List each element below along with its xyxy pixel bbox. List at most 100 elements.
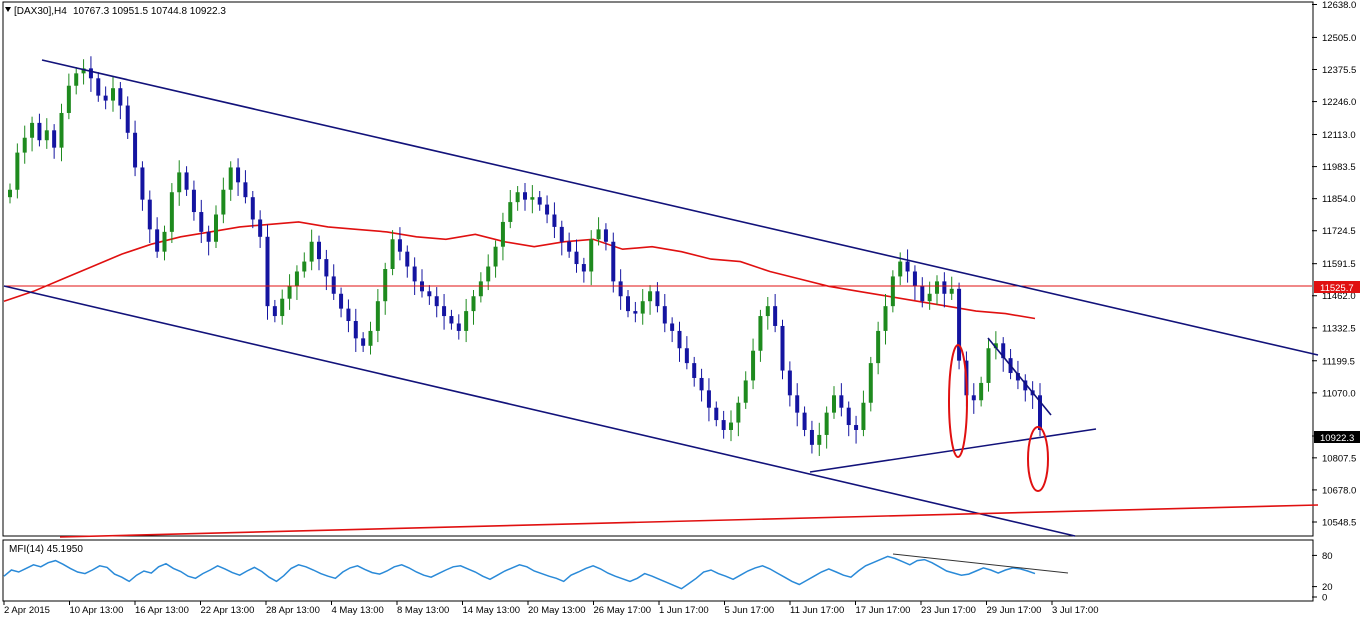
y-tick-label: 12638.0 (1322, 0, 1356, 11)
candle-body (662, 306, 667, 324)
x-tick-label: 14 May 13:00 (463, 605, 521, 616)
candle-body (133, 132, 138, 168)
x-tick-label: 8 May 13:00 (397, 605, 449, 616)
candle-body (868, 363, 873, 403)
candle-body (74, 73, 79, 86)
candle-body (640, 301, 645, 314)
candle-body (883, 306, 888, 331)
y-tick-label: 11462.0 (1322, 291, 1356, 302)
candle-body (523, 192, 527, 200)
mfi-line (3, 555, 1036, 590)
candle-body (1015, 373, 1020, 381)
candle-body (265, 236, 270, 307)
candle-body (971, 395, 976, 401)
candle-body (361, 338, 366, 346)
x-tick-label: 5 Jun 17:00 (725, 605, 775, 616)
candle-body (405, 251, 410, 267)
candle-body (471, 296, 476, 312)
x-tick-label: 22 Apr 13:00 (201, 605, 255, 616)
lower-channel-line (3, 285, 1076, 537)
candle-body (456, 323, 461, 331)
candle-body (839, 395, 844, 408)
candle-body (1001, 343, 1006, 359)
candle-body (736, 402, 741, 423)
candle-body (30, 122, 35, 138)
candle-body (846, 407, 851, 426)
chart-menu-triangle-icon[interactable] (5, 7, 11, 12)
candle-body (721, 420, 726, 430)
candle-body (552, 214, 557, 227)
candle-body (809, 429, 814, 445)
x-tick-label: 11 Jun 17:00 (790, 605, 844, 616)
candle-body (692, 363, 697, 378)
candle-body (44, 130, 49, 141)
candle-body (633, 311, 638, 314)
indicator-label: MFI(14) 45.1950 (9, 544, 83, 555)
candle-body (214, 214, 218, 242)
y-tick-label: 11332.5 (1322, 323, 1356, 334)
candle-body (236, 167, 241, 183)
candle-body (258, 219, 263, 237)
candle-body (169, 192, 174, 232)
candle-body (787, 370, 792, 396)
level-price-tag (1314, 281, 1360, 293)
candle-body (66, 85, 71, 113)
candle-body (743, 380, 748, 403)
candle-body (802, 412, 807, 430)
current-price-tag (1314, 431, 1360, 443)
candle-body (751, 350, 756, 381)
x-tick-label: 20 May 13:00 (528, 605, 586, 616)
candle-body (375, 301, 380, 331)
candle-body (383, 269, 388, 302)
candle-body (339, 293, 344, 309)
y-tick-label: 11591.5 (1322, 259, 1356, 270)
y-tick-label: 10807.5 (1322, 453, 1356, 464)
candle-body (449, 316, 454, 324)
y-tick-label: 12375.5 (1322, 65, 1356, 76)
candle-body (442, 306, 447, 317)
candle-body (243, 182, 248, 198)
candle-body (626, 296, 630, 312)
candle-body (81, 68, 86, 74)
level-price-text: 11525.7 (1320, 283, 1354, 294)
mfi-tick-label: 20 (1322, 582, 1333, 593)
main-plot-frame (2, 1, 1314, 537)
y-tick-label: 11724.5 (1322, 226, 1356, 237)
resistance-trendline (987, 337, 1052, 416)
candle-body (390, 239, 395, 269)
candle-body (670, 323, 675, 331)
mfi-trendline (892, 553, 1069, 574)
candle-body (324, 259, 329, 277)
candle-body (206, 231, 211, 242)
candle-body (898, 261, 903, 277)
long-ma-line (59, 504, 1319, 538)
candle-body (111, 88, 115, 101)
candle-body (714, 407, 719, 421)
candle-body (221, 189, 226, 215)
candle-body (346, 308, 351, 322)
candle-body (537, 197, 542, 205)
candle-body (824, 412, 829, 435)
candle-body (935, 281, 939, 294)
candle-body (508, 202, 513, 222)
x-tick-label: 10 Apr 13:00 (70, 605, 124, 616)
candle-body (706, 390, 711, 408)
candle-body (309, 241, 314, 262)
candle-body (559, 226, 564, 242)
candle-body (684, 348, 689, 364)
candle-body (228, 167, 233, 190)
y-tick-label: 11070.0 (1322, 388, 1356, 399)
candle-body (905, 261, 910, 272)
x-tick-label: 1 Jun 17:00 (659, 605, 709, 616)
candle-body (773, 306, 778, 326)
candle-body (993, 343, 998, 349)
candle-body (596, 229, 601, 240)
annotation-ellipse (1027, 426, 1049, 492)
candle-body (184, 172, 189, 190)
candle-body (1038, 395, 1042, 430)
current-price-text: 10922.3 (1320, 433, 1354, 444)
candle-body (368, 330, 373, 346)
candle-body (515, 192, 520, 203)
candle-body (765, 306, 770, 317)
